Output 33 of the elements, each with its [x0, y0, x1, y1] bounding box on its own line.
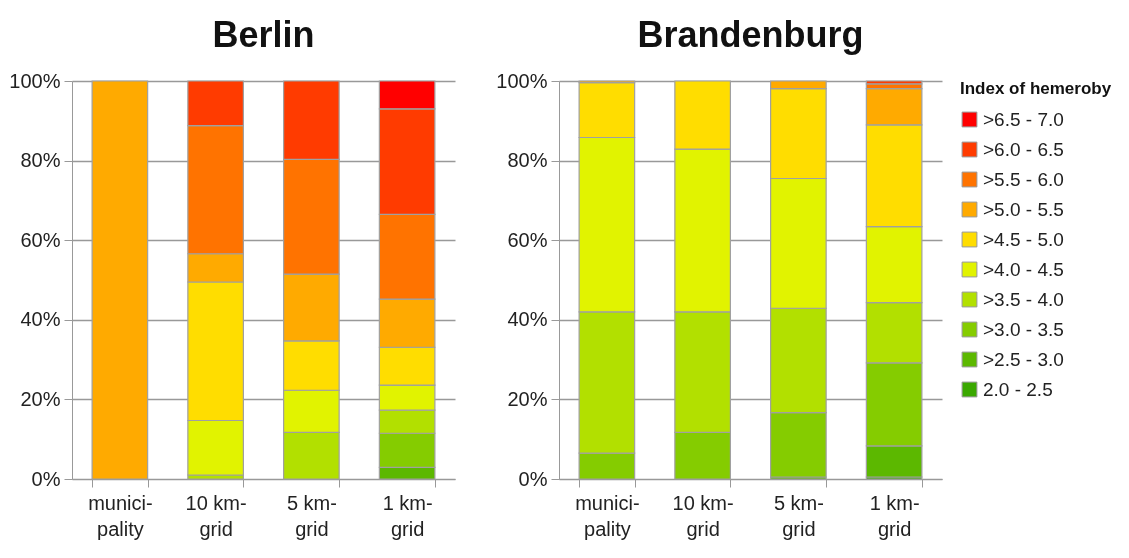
legend-label: >2.5 - 3.0 [983, 348, 1064, 370]
y-tick-label: 20% [20, 387, 61, 410]
x-tick-label: 5 km-grid [286, 491, 337, 540]
legend-title: Index of hemeroby [960, 79, 1112, 98]
y-tick-label: 20% [507, 387, 548, 410]
x-tick-label: munici-pality [88, 491, 153, 540]
y-tick-label: 100% [9, 69, 61, 92]
y-tick-label: 0% [518, 467, 548, 490]
x-tick-label: 1 km-grid [869, 491, 920, 540]
y-tick-label: 100% [496, 69, 548, 92]
legend-label: >3.5 - 4.0 [983, 288, 1064, 310]
legend-label: >4.5 - 5.0 [983, 228, 1064, 250]
chart-title: Berlin [212, 14, 315, 55]
x-tick-label: 5 km-grid [773, 491, 824, 540]
y-tick-label: 80% [507, 149, 548, 172]
x-tick-label: munici-pality [575, 491, 640, 540]
y-tick-label: 40% [507, 308, 548, 331]
x-tick-label: 10 km-grid [672, 491, 734, 540]
y-tick-label: 60% [20, 228, 61, 251]
x-tick-label: 10 km-grid [185, 491, 247, 540]
x-tick-label: 1 km-grid [382, 491, 433, 540]
y-tick-label: 0% [31, 467, 61, 490]
legend-label: >6.0 - 6.5 [983, 138, 1064, 160]
chart-title: Brandenburg [637, 14, 864, 55]
y-tick-label: 60% [507, 228, 548, 251]
legend-label: >6.5 - 7.0 [983, 108, 1064, 130]
legend-label: >3.0 - 3.5 [983, 318, 1064, 340]
legend-label: >5.0 - 5.5 [983, 198, 1064, 220]
legend-label: 2.0 - 2.5 [983, 378, 1053, 400]
legend-label: >5.5 - 6.0 [983, 168, 1064, 190]
legend-label: >4.0 - 4.5 [983, 258, 1064, 280]
y-tick-label: 80% [20, 149, 61, 172]
y-tick-label: 40% [20, 308, 61, 331]
